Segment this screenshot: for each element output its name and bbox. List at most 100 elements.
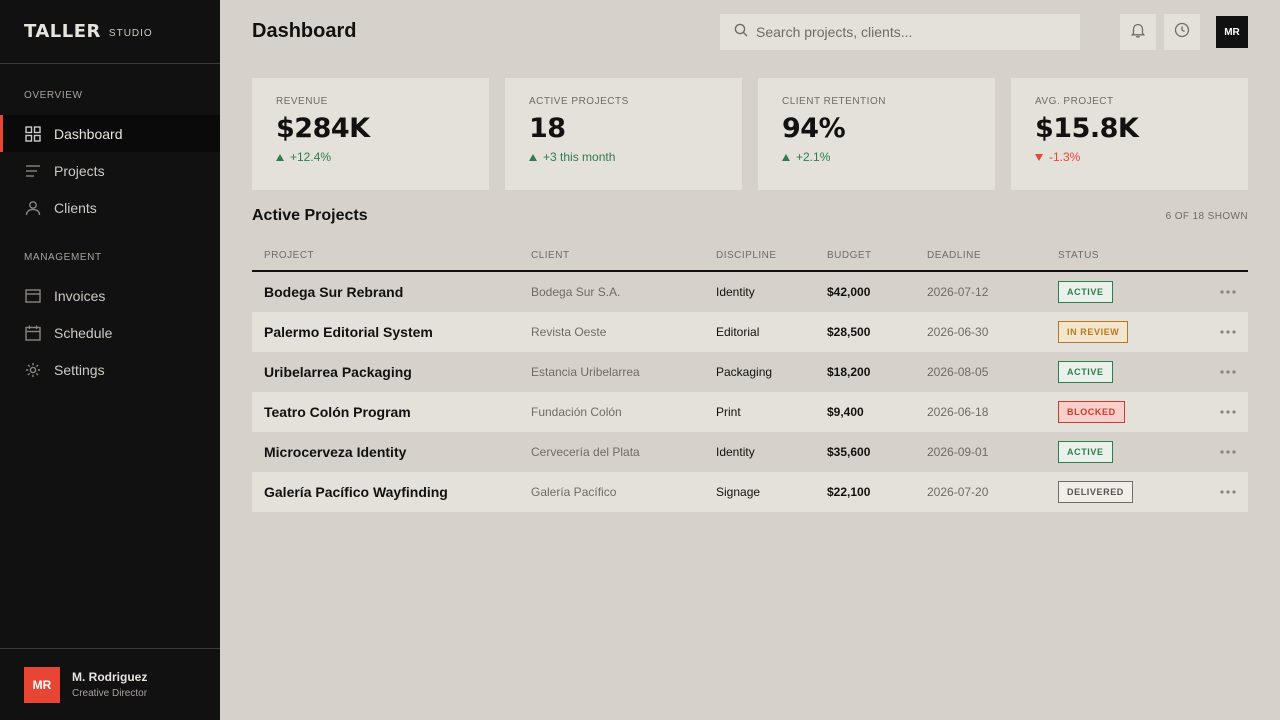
user-role: Creative Director (72, 688, 148, 699)
history-button[interactable] (1164, 14, 1200, 50)
project-name[interactable]: Microcerveza Identity (264, 444, 407, 460)
row-actions-button[interactable] (1208, 490, 1248, 494)
table-row[interactable]: Galería Pacífico Wayfinding Galería Pací… (252, 472, 1248, 512)
status-badge: IN REVIEW (1058, 321, 1129, 343)
trend-up-icon (782, 153, 790, 161)
client-name: Cervecería del Plata (531, 445, 640, 459)
sidebar-item-label: Invoices (54, 287, 106, 304)
kpi-label: AVG. PROJECT (1035, 96, 1114, 107)
row-actions-button[interactable] (1208, 410, 1248, 414)
brand-name: TALLER (24, 21, 101, 42)
kpi-value: $15.8K (1035, 113, 1139, 144)
bell-icon (1130, 22, 1146, 43)
sidebar-item-label: Schedule (54, 324, 113, 341)
kpi-delta: +3 this month (529, 150, 718, 164)
client-name: Revista Oeste (531, 325, 607, 339)
kpi-delta-text: +12.4% (290, 150, 332, 164)
column-header-project[interactable]: PROJECT (264, 249, 315, 261)
kpi-value: 18 (529, 113, 566, 144)
status-cell: ACTIVE (1058, 281, 1208, 303)
column-header-discipline[interactable]: DISCIPLINE (716, 249, 777, 261)
sidebar-item-clients[interactable]: Clients (0, 189, 220, 226)
more-icon (1220, 490, 1236, 494)
client-name: Bodega Sur S.A. (531, 285, 621, 299)
kpi-label: CLIENT RETENTION (782, 96, 886, 107)
column-header-budget[interactable]: BUDGET (827, 249, 872, 261)
table-row[interactable]: Bodega Sur Rebrand Bodega Sur S.A. Ident… (252, 272, 1248, 312)
calendar-icon (24, 324, 42, 342)
kpi-card-active-projects: ACTIVE PROJECTS 18 +3 this month (505, 78, 742, 190)
discipline: Identity (716, 445, 755, 459)
row-actions-button[interactable] (1208, 370, 1248, 374)
budget: $22,100 (827, 485, 871, 499)
gear-icon (24, 361, 42, 379)
project-name[interactable]: Palermo Editorial System (264, 324, 433, 340)
deadline: 2026-07-20 (927, 485, 989, 499)
kpi-value: 94% (782, 113, 846, 144)
column-header-status[interactable]: STATUS (1058, 249, 1099, 261)
trend-up-icon (529, 153, 537, 161)
budget: $42,000 (827, 285, 871, 299)
status-badge: ACTIVE (1058, 361, 1113, 383)
kpi-card-revenue: REVENUE $284K +12.4% (252, 78, 489, 190)
project-name[interactable]: Uribelarrea Packaging (264, 364, 412, 380)
notifications-button[interactable] (1120, 14, 1156, 50)
table-header: PROJECT CLIENT DISCIPLINE BUDGET DEADLIN… (252, 240, 1248, 272)
page-title: Dashboard (252, 20, 357, 42)
sidebar-item-schedule[interactable]: Schedule (0, 314, 220, 351)
nav-section-overview: OVERVIEW (24, 90, 83, 101)
more-icon (1220, 330, 1236, 334)
kpi-label: REVENUE (276, 96, 328, 107)
search-bar[interactable] (720, 14, 1080, 50)
deadline: 2026-06-18 (927, 405, 989, 419)
deadline: 2026-06-30 (927, 325, 989, 339)
sidebar-item-label: Clients (54, 199, 97, 216)
search-input[interactable] (756, 24, 1056, 40)
row-actions-button[interactable] (1208, 330, 1248, 334)
column-header-client[interactable]: CLIENT (531, 249, 570, 261)
status-cell: ACTIVE (1058, 441, 1208, 463)
discipline: Editorial (716, 325, 760, 339)
more-icon (1220, 410, 1236, 414)
table-row[interactable]: Palermo Editorial System Revista Oeste E… (252, 312, 1248, 352)
column-header-deadline[interactable]: DEADLINE (927, 249, 982, 261)
project-name[interactable]: Teatro Colón Program (264, 404, 411, 420)
status-badge: BLOCKED (1058, 401, 1125, 423)
client-name: Estancia Uribelarrea (531, 365, 640, 379)
sidebar-item-invoices[interactable]: Invoices (0, 277, 220, 314)
sidebar-item-dashboard[interactable]: Dashboard (0, 115, 220, 152)
invoice-icon (24, 287, 42, 305)
project-name[interactable]: Galería Pacífico Wayfinding (264, 484, 448, 500)
status-cell: ACTIVE (1058, 361, 1208, 383)
more-icon (1220, 290, 1236, 294)
status-cell: IN REVIEW (1058, 321, 1208, 343)
brand[interactable]: TALLER STUDIO (0, 0, 220, 64)
kpi-label: ACTIVE PROJECTS (529, 96, 629, 107)
sidebar-item-projects[interactable]: Projects (0, 152, 220, 189)
user-profile[interactable]: MR M. Rodriguez Creative Director (0, 648, 220, 720)
status-badge: ACTIVE (1058, 281, 1113, 303)
row-actions-button[interactable] (1208, 290, 1248, 294)
project-name[interactable]: Bodega Sur Rebrand (264, 284, 404, 300)
budget: $9,400 (827, 405, 864, 419)
row-actions-button[interactable] (1208, 450, 1248, 454)
nav-section-management: MANAGEMENT (24, 252, 102, 263)
table-row[interactable]: Uribelarrea Packaging Estancia Uribelarr… (252, 352, 1248, 392)
clock-icon (1174, 22, 1190, 43)
kpi-delta: +2.1% (782, 150, 971, 164)
user-info: M. Rodriguez Creative Director (72, 670, 147, 699)
header-avatar[interactable]: MR (1216, 16, 1248, 48)
deadline: 2026-07-12 (927, 285, 989, 299)
shown-count: 6 OF 18 SHOWN (1165, 211, 1248, 222)
table-row[interactable]: Microcerveza Identity Cervecería del Pla… (252, 432, 1248, 472)
sidebar-item-settings[interactable]: Settings (0, 351, 220, 388)
sidebar: TALLER STUDIO OVERVIEW Dashboard Project… (0, 0, 220, 720)
budget: $35,600 (827, 445, 871, 459)
discipline: Identity (716, 285, 755, 299)
status-cell: BLOCKED (1058, 401, 1208, 423)
table-row[interactable]: Teatro Colón Program Fundación Colón Pri… (252, 392, 1248, 432)
more-icon (1220, 450, 1236, 454)
client-name: Galería Pacífico (531, 485, 617, 499)
list-icon (24, 162, 42, 180)
budget: $18,200 (827, 365, 871, 379)
